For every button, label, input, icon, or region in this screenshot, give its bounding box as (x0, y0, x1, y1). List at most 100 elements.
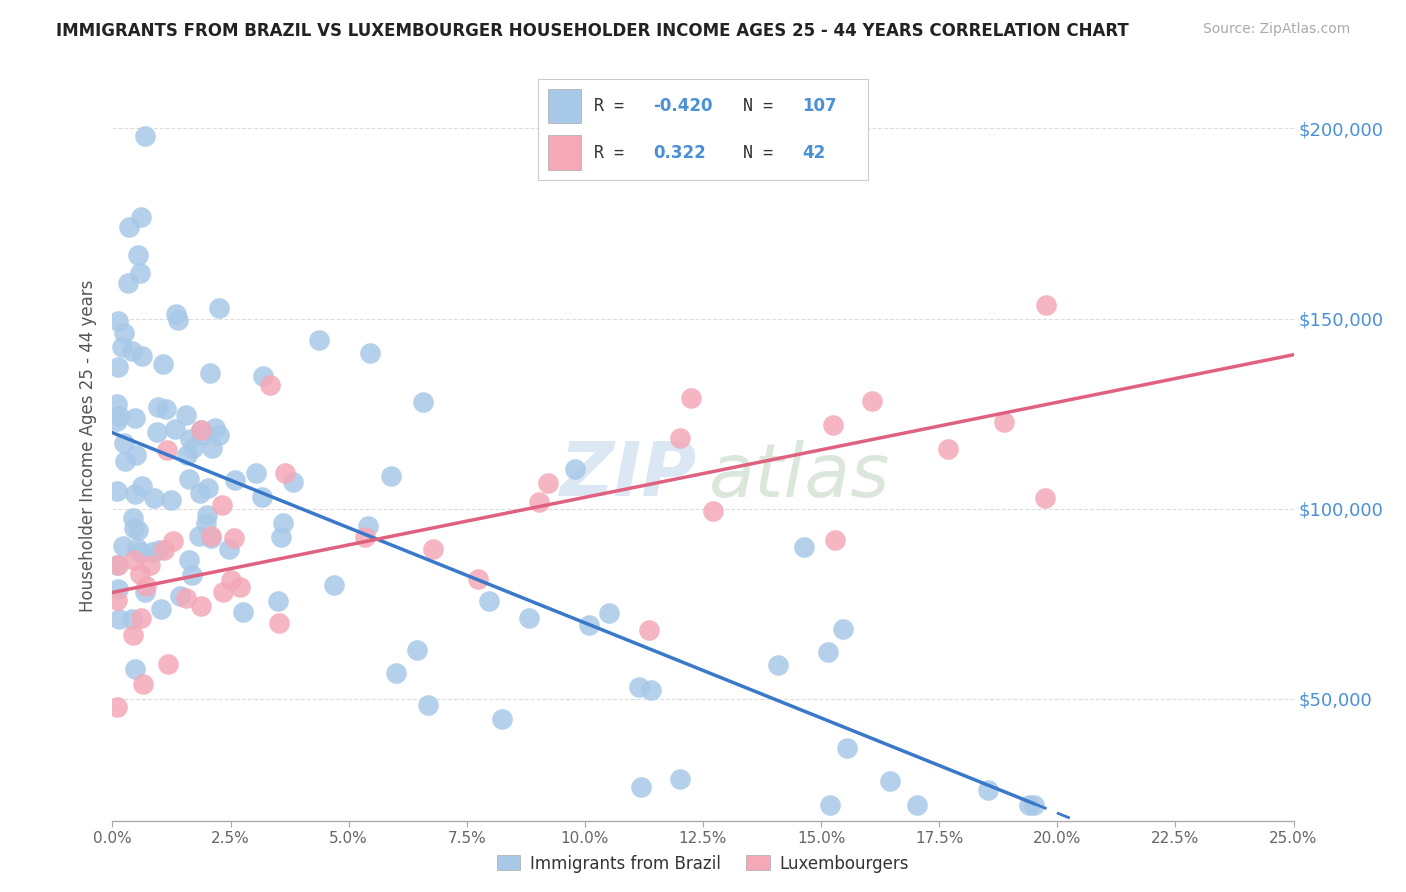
Point (1018, 798, 1040, 813)
Point (630, 780, 652, 794)
Point (832, 623, 855, 637)
Point (146, 400, 169, 414)
Point (121, 612, 143, 626)
Point (977, 783, 1000, 797)
Point (112, 539, 135, 553)
Point (640, 683, 662, 698)
Point (416, 698, 439, 713)
Point (283, 475, 305, 490)
Point (122, 521, 145, 535)
Point (384, 665, 406, 680)
Point (107, 612, 129, 626)
Point (121, 511, 143, 525)
Point (176, 448, 198, 462)
Point (124, 411, 146, 425)
Point (669, 772, 692, 786)
Point (274, 466, 297, 480)
Point (412, 395, 434, 409)
Point (224, 473, 246, 487)
Point (163, 422, 186, 436)
Point (245, 467, 267, 481)
Point (669, 431, 692, 445)
Point (131, 479, 153, 493)
Point (174, 591, 197, 606)
Point (422, 541, 444, 556)
Point (129, 211, 152, 225)
Point (478, 594, 501, 608)
Point (232, 605, 254, 619)
Point (191, 428, 214, 442)
Point (527, 495, 550, 509)
Point (117, 277, 139, 291)
Point (190, 423, 212, 437)
Point (204, 421, 226, 435)
Point (354, 530, 377, 544)
Point (107, 314, 129, 328)
Point (578, 618, 600, 632)
Point (162, 533, 184, 548)
Point (118, 219, 141, 234)
Point (190, 599, 212, 613)
Point (105, 699, 128, 714)
Point (993, 415, 1015, 429)
Point (517, 611, 540, 625)
Point (190, 423, 212, 437)
Point (598, 606, 620, 620)
Point (267, 593, 290, 607)
Point (148, 543, 170, 558)
Point (145, 425, 167, 439)
Point (134, 585, 156, 599)
Point (141, 544, 163, 558)
Point (131, 349, 153, 363)
Point (152, 357, 174, 371)
Point (252, 368, 274, 383)
Point (127, 247, 149, 261)
Point (105, 592, 128, 607)
Point (179, 472, 201, 486)
Point (129, 545, 152, 559)
Point (122, 552, 145, 566)
Point (198, 366, 221, 380)
Point (128, 266, 150, 280)
Point (766, 657, 789, 672)
Point (380, 469, 402, 483)
Point (627, 680, 650, 694)
Point (201, 441, 224, 455)
Point (405, 643, 427, 657)
Point (702, 504, 724, 518)
Point (112, 326, 135, 340)
Point (114, 454, 136, 468)
Point (176, 408, 198, 422)
Point (134, 128, 156, 143)
Point (212, 585, 235, 599)
Text: IMMIGRANTS FROM BRAZIL VS LUXEMBOURGER HOUSEHOLDER INCOME AGES 25 - 44 YEARS COR: IMMIGRANTS FROM BRAZIL VS LUXEMBOURGER H… (56, 22, 1129, 40)
Point (181, 568, 204, 582)
Point (564, 462, 586, 476)
Point (127, 524, 149, 538)
Point (679, 392, 702, 406)
Point (250, 490, 273, 504)
Point (259, 378, 281, 392)
Point (188, 486, 211, 500)
Point (105, 414, 128, 428)
Point (195, 508, 218, 522)
Point (107, 360, 129, 375)
Point (359, 345, 381, 359)
Point (197, 481, 219, 495)
Point (129, 566, 152, 581)
Point (153, 542, 176, 557)
Point (107, 484, 129, 499)
Point (322, 578, 344, 592)
Point (200, 531, 222, 545)
Point (879, 774, 901, 789)
Text: Source: ZipAtlas.com: Source: ZipAtlas.com (1202, 22, 1350, 37)
Point (135, 579, 157, 593)
Point (824, 533, 846, 547)
Point (124, 662, 146, 676)
Point (467, 572, 489, 586)
Text: ZIP: ZIP (560, 440, 697, 513)
Text: atlas: atlas (709, 440, 890, 512)
Point (111, 340, 134, 354)
Point (132, 677, 155, 691)
Point (143, 491, 166, 505)
